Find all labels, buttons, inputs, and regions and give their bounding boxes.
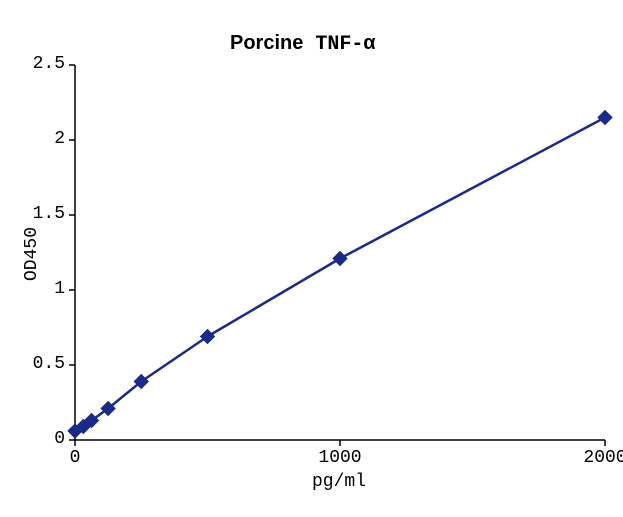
x-tick-label: 1000 [310,448,370,468]
y-tick-label: 2 [54,129,65,149]
chart-svg [0,0,623,517]
y-tick-label: 0 [54,429,65,449]
y-tick-label: 1.5 [33,204,65,224]
y-tick-label: 0.5 [33,354,65,374]
y-tick-label: 2.5 [33,54,65,74]
x-tick-label: 2000 [575,448,623,468]
x-axis-label: pg/ml [312,472,366,492]
chart-container: 0 0.5 1 1.5 2 2.5 0 1000 2000 Porcine TNF-α OD450 p… [0,0,623,517]
chart-title: Porcine TNF-α [230,32,375,56]
x-tick-label: 0 [45,448,105,468]
y-tick-label: 1 [54,279,65,299]
y-axis-label: OD450 [22,226,42,280]
